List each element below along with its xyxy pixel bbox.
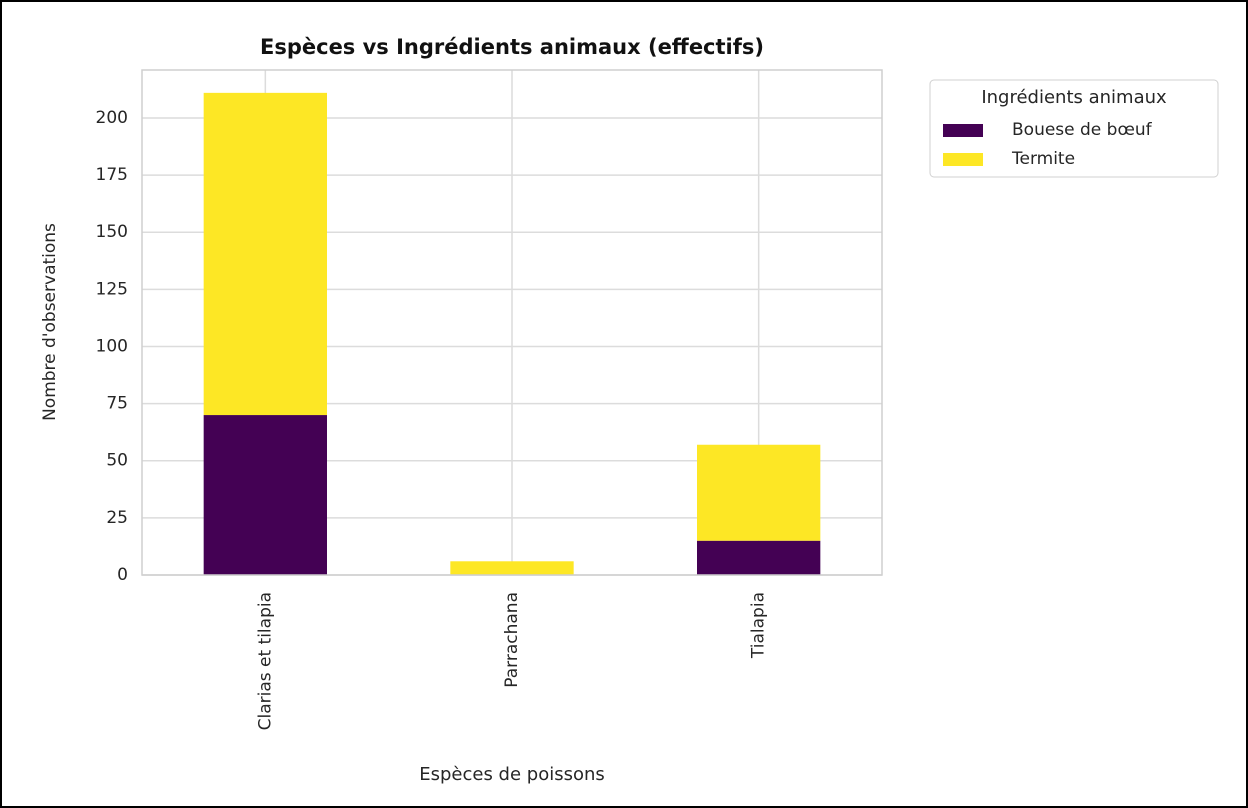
bar-segment (450, 561, 574, 575)
legend-label: Bouese de bœuf (1012, 120, 1153, 140)
bar-segment (697, 444, 821, 541)
bars (203, 92, 821, 575)
axes: 0 25 50 75 100 125 150 175 200 Clarias et tilapia… (96, 69, 883, 730)
y-tick-label: 175 (96, 165, 128, 185)
chart-title: Espèces vs Ingrédients animaux (effectif… (260, 35, 764, 59)
x-tick-label: Clarias et tilapia (255, 592, 275, 730)
legend-box (929, 79, 1219, 178)
y-tick-label: 75 (106, 394, 128, 414)
legend-label: Termite (1011, 149, 1075, 169)
x-tick-label: Tialapia (749, 592, 769, 659)
legend-swatch (943, 124, 983, 137)
plot-border (141, 69, 883, 576)
legend-title: Ingrédients animaux (981, 87, 1167, 108)
y-tick-label: 125 (96, 279, 128, 299)
y-tick-label: 50 (106, 451, 128, 471)
bar-segment (203, 92, 327, 416)
legend: Ingrédients animaux Bouese de bœuf Termite (929, 79, 1219, 178)
bar-segment (203, 415, 327, 575)
x-axis-label: Espèces de poissons (419, 764, 605, 785)
x-tick-label: Parrachana (502, 592, 522, 688)
y-tick-label: 150 (96, 222, 128, 242)
y-tick-label: 200 (96, 108, 128, 128)
y-tick-label: 100 (96, 336, 128, 356)
y-axis-label: Nombre d'observations (40, 223, 60, 421)
bar-segment (697, 540, 821, 575)
legend-swatch (943, 153, 983, 166)
y-tick-label: 0 (117, 565, 128, 585)
y-tick-label: 25 (106, 508, 128, 528)
